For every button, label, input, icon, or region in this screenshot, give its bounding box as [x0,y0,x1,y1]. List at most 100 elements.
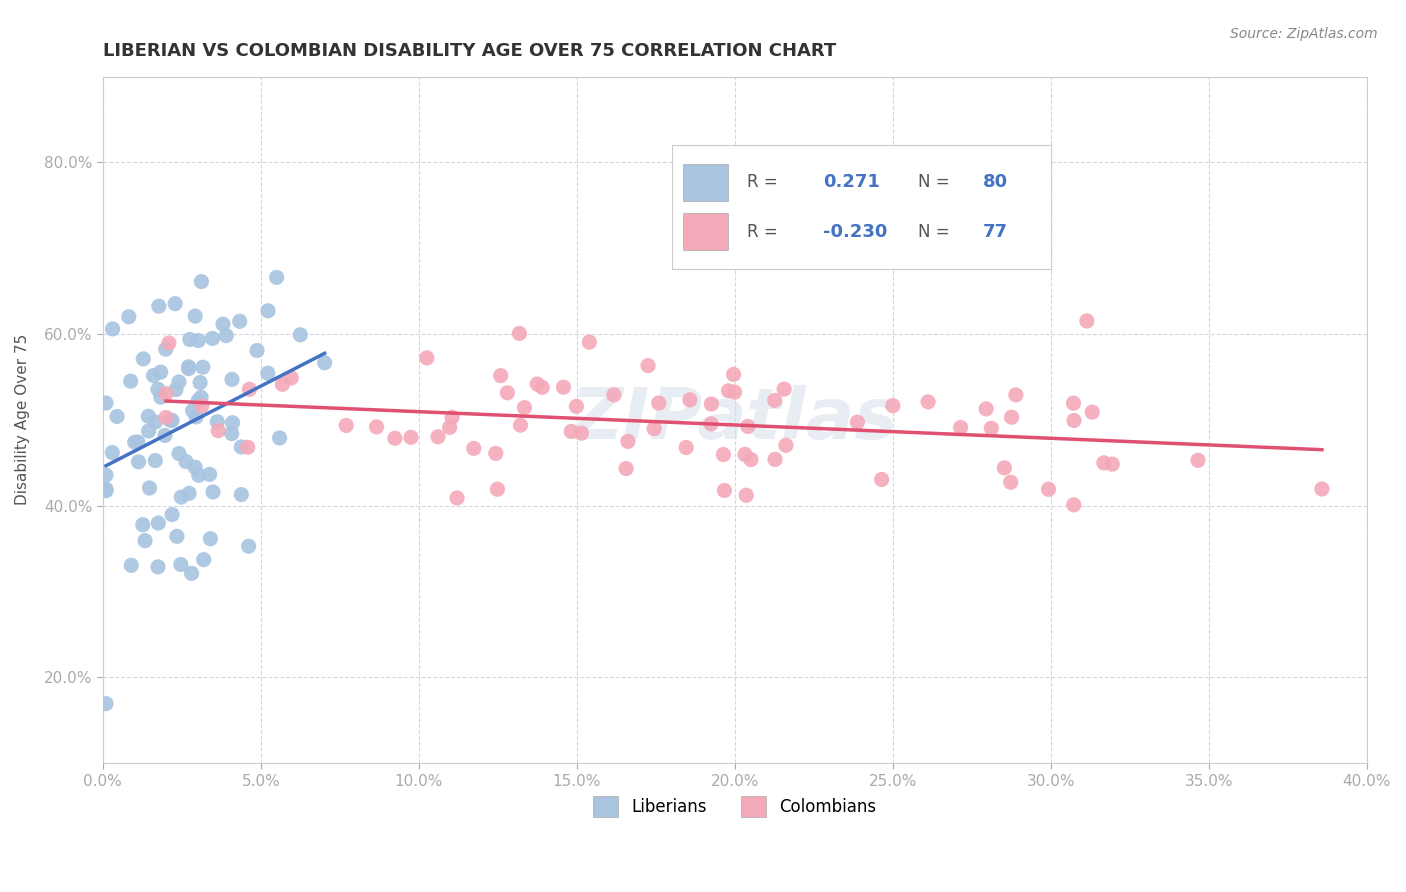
Point [132,517,155,532]
Point [1063,498,1085,512]
Point [846,415,869,429]
Point [1076,314,1098,328]
Point [700,417,723,431]
Point [120,374,142,388]
Point [155,410,177,425]
Point [314,356,336,370]
Point [170,558,193,572]
Point [134,533,156,548]
Point [181,403,204,417]
Point [763,452,786,467]
Point [221,416,243,430]
Point [773,382,796,396]
Point [463,442,485,456]
Point [713,448,735,462]
Point [128,455,150,469]
Point [166,529,188,543]
Point [191,399,214,413]
Text: Source: ZipAtlas.com: Source: ZipAtlas.com [1230,27,1378,41]
Point [187,334,209,348]
Point [207,415,229,429]
Point [675,441,697,455]
Point [198,467,221,482]
Point [177,361,200,376]
Point [993,460,1015,475]
Point [165,383,187,397]
Point [723,368,745,382]
Point [679,392,702,407]
Point [201,484,224,499]
Point [246,343,269,358]
Point [565,400,588,414]
Point [257,303,280,318]
Point [1101,457,1123,471]
Point [187,468,209,483]
Text: LIBERIAN VS COLOMBIAN DISABILITY AGE OVER 75 CORRELATION CHART: LIBERIAN VS COLOMBIAN DISABILITY AGE OVE… [103,42,837,60]
Point [190,390,212,404]
Point [127,435,149,450]
Point [149,365,172,379]
Point [1005,388,1028,402]
Point [138,409,160,424]
Point [637,359,659,373]
Point [142,368,165,383]
Point [179,333,201,347]
Point [120,558,142,573]
Point [526,377,548,392]
Point [513,401,536,415]
Point [763,393,786,408]
Point [974,401,997,416]
Point [177,486,200,500]
Point [231,487,253,501]
Point [167,446,190,460]
Point [101,322,124,336]
Point [155,342,177,356]
Point [485,446,508,460]
Point [184,460,207,475]
Point [228,314,250,328]
Point [366,420,388,434]
Point [159,413,181,427]
Point [221,372,243,386]
Point [215,328,238,343]
Point [212,317,235,331]
Point [571,426,593,441]
Point [180,566,202,581]
Point [184,309,207,323]
Point [416,351,439,365]
Point [737,419,759,434]
Point [149,390,172,404]
Point [138,424,160,438]
Point [269,431,291,445]
Point [486,482,509,496]
Point [560,425,582,439]
Point [949,420,972,434]
Legend: Liberians, Colombians: Liberians, Colombians [586,789,883,823]
Point [138,481,160,495]
Point [648,396,671,410]
Point [186,409,208,424]
Point [118,310,141,324]
Point [603,388,626,402]
Point [280,371,302,385]
Point [643,422,665,436]
Point [94,482,117,496]
Point [509,418,531,433]
Point [617,434,640,449]
Point [148,299,170,313]
Point [553,380,575,394]
Point [496,385,519,400]
Point [174,454,197,468]
Point [94,396,117,410]
Point [157,335,180,350]
Point [271,377,294,392]
Point [384,431,406,445]
Point [290,327,312,342]
Point [200,532,222,546]
Point [1081,405,1104,419]
Point [980,421,1002,435]
Point [446,491,468,505]
Point [734,447,756,461]
Point [148,516,170,530]
Point [231,440,253,454]
